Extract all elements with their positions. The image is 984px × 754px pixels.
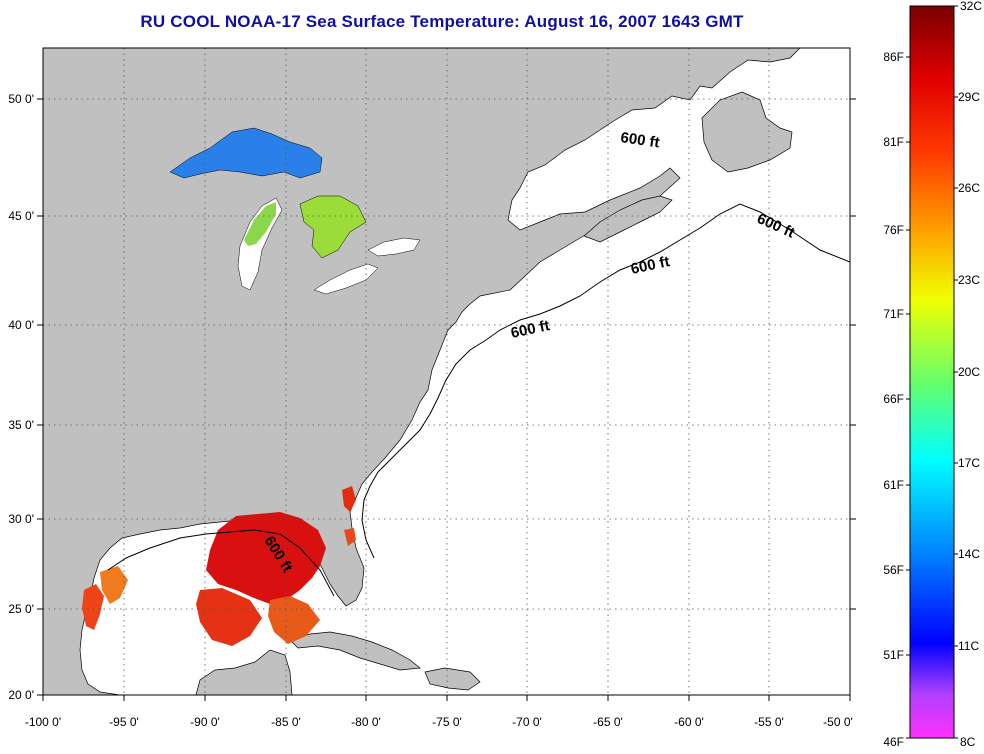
colorbar-fahrenheit-label: 66F (883, 392, 904, 406)
y-tick-label: 35 0' (8, 418, 34, 432)
land-cuba (289, 631, 421, 671)
colorbar-fahrenheit-label: 86F (883, 50, 904, 64)
x-tick-label: -50 0' (823, 715, 853, 729)
map-title: RU COOL NOAA-17 Sea Surface Temperature:… (140, 12, 744, 31)
lake-superior (169, 127, 323, 179)
graticule (43, 48, 850, 695)
colorbar-celsius-label: 20C (958, 365, 980, 379)
x-tick-label: -95 0' (109, 715, 139, 729)
colorbar-fahrenheit-label: 61F (883, 478, 904, 492)
colorbar-fahrenheit-label: 76F (883, 223, 904, 237)
x-tick-label: -80 0' (351, 715, 381, 729)
y-tick-label: 45 0' (8, 209, 34, 223)
colorbar-celsius-label: 23C (958, 273, 980, 287)
lake-huron (299, 195, 367, 259)
x-tick-label: -60 0' (674, 715, 704, 729)
land-north-america (43, 48, 801, 695)
colorbar-celsius-label: 8C (960, 735, 976, 749)
land-newfoundland (701, 91, 793, 173)
x-tick-label: -65 0' (593, 715, 623, 729)
colorbar-celsius-label: 17C (958, 456, 980, 470)
isobath-600ft (361, 203, 850, 559)
lake-ontario (367, 237, 421, 257)
x-tick-label: -100 0' (25, 715, 61, 729)
colorbar-celsius-label: 29C (958, 90, 980, 104)
colorbar-fahrenheit-label: 51F (883, 648, 904, 662)
colorbar-celsius-label: 32C (960, 0, 982, 13)
y-tick-label: 30 0' (8, 512, 34, 526)
gulf-sst-data (82, 486, 356, 646)
colorbar-fahrenheit-label: 81F (883, 135, 904, 149)
x-tick-label: -90 0' (190, 715, 220, 729)
y-tick-label: 20 0' (8, 688, 34, 702)
land-yucatan (195, 649, 293, 695)
y-tick-label: 50 0' (8, 92, 34, 106)
x-tick-label: -75 0' (432, 715, 462, 729)
colorbar-gradient (909, 5, 955, 739)
colorbar-celsius-label: 11C (958, 639, 979, 653)
y-tick-label: 25 0' (8, 602, 34, 616)
x-tick-label: -70 0' (512, 715, 542, 729)
colorbar-fahrenheit-label: 46F (883, 735, 904, 749)
colorbar: 32C 29C 26C 23C 20C 17C 14C 11C 8C 86F 8… (883, 0, 982, 749)
land-nova-scotia (583, 195, 673, 243)
y-axis: 20 0' 25 0' 30 0' 35 0' 40 0' 45 0' 50 0… (8, 92, 856, 702)
y-tick-label: 40 0' (8, 318, 34, 332)
colorbar-fahrenheit-label: 71F (883, 307, 904, 321)
colorbar-celsius-label: 14C (958, 547, 980, 561)
lake-michigan-temp (244, 202, 276, 246)
isobath-600ft-gulf (107, 529, 335, 597)
x-tick-label: -55 0' (754, 715, 784, 729)
lake-erie (313, 263, 379, 295)
colorbar-celsius-label: 26C (958, 181, 980, 195)
colorbar-fahrenheit-label: 56F (883, 563, 904, 577)
x-axis: -100 0' -95 0' -90 0' -85 0' -80 0' -75 … (25, 695, 853, 729)
isobath-label: 600 ft (619, 129, 660, 151)
land-hispaniola (424, 667, 481, 691)
x-tick-label: -85 0' (271, 715, 301, 729)
